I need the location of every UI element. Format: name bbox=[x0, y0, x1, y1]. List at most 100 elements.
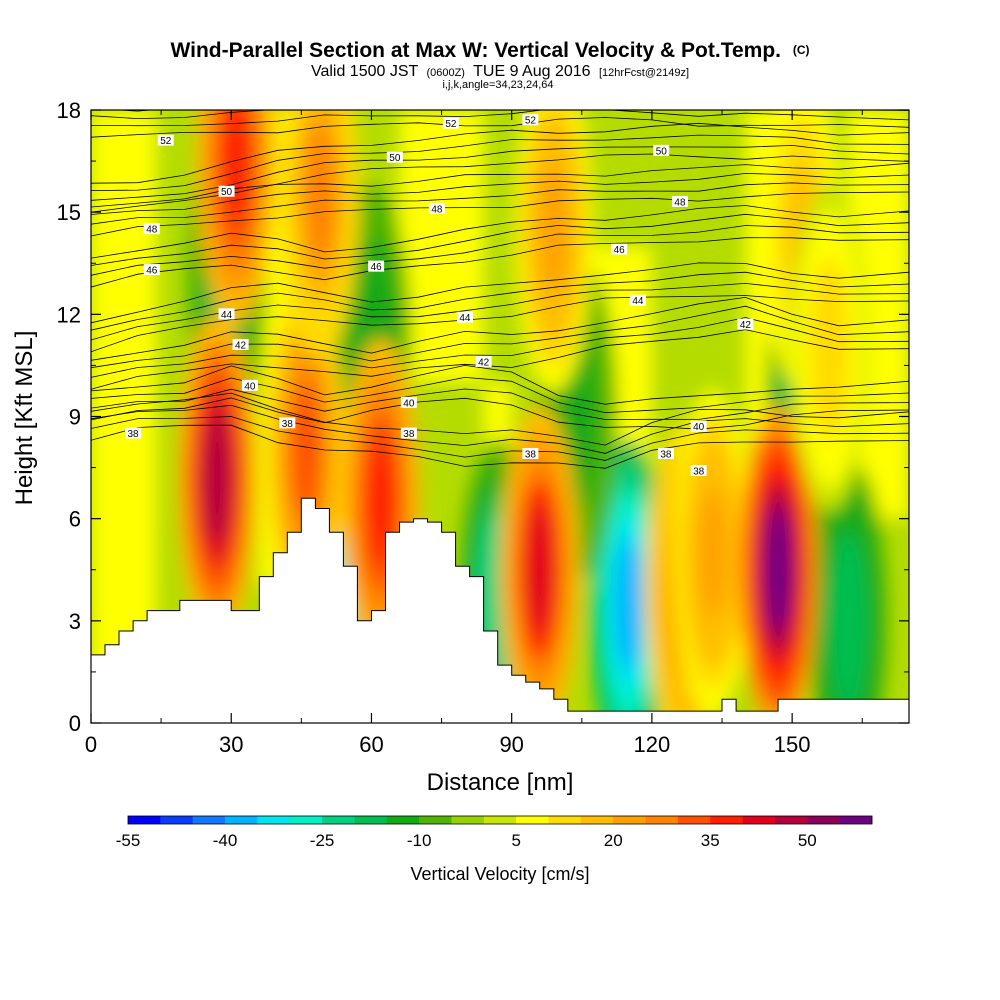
y-tick-label: 9 bbox=[69, 405, 81, 430]
theta-contour bbox=[91, 110, 909, 120]
contour-label-text: 38 bbox=[660, 449, 672, 460]
contour-label-text: 40 bbox=[403, 398, 415, 409]
y-tick-label: 12 bbox=[57, 302, 81, 327]
colorbar-tick-label: -25 bbox=[310, 831, 335, 850]
colorbar-tick-label: -55 bbox=[116, 831, 141, 850]
theta-contour bbox=[112, 110, 155, 112]
updraft-column bbox=[699, 487, 727, 619]
updraft-column bbox=[222, 110, 250, 227]
colorbar-swatch bbox=[516, 816, 549, 824]
theta-contour bbox=[91, 182, 909, 225]
contour-label-text: 38 bbox=[525, 449, 537, 460]
contour-label-text: 38 bbox=[282, 419, 294, 430]
contour-label-text: 38 bbox=[693, 466, 705, 477]
x-axis-title: Distance [nm] bbox=[427, 769, 574, 796]
colorbar-tick-label: -40 bbox=[213, 831, 238, 850]
colorbar-swatch bbox=[548, 816, 582, 824]
contour-label-text: 52 bbox=[445, 119, 457, 130]
contour-label-text: 46 bbox=[614, 245, 626, 256]
x-tick-label: 60 bbox=[359, 732, 383, 757]
theta-contour bbox=[91, 237, 909, 288]
x-tick-label: 120 bbox=[634, 732, 671, 757]
contour-label-text: 52 bbox=[160, 136, 172, 147]
x-tick-label: 150 bbox=[774, 732, 811, 757]
y-tick-label: 3 bbox=[69, 609, 81, 634]
contour-label-text: 50 bbox=[221, 187, 233, 198]
contour-label: 52 bbox=[157, 134, 174, 147]
theta-contour bbox=[91, 191, 909, 237]
contour-label: 42 bbox=[475, 356, 492, 369]
x-tick-label: 90 bbox=[499, 732, 523, 757]
colorbar-frame bbox=[127, 815, 873, 825]
x-tick-label: 0 bbox=[85, 732, 97, 757]
contour-label: 48 bbox=[143, 223, 160, 236]
colorbar-swatch bbox=[677, 816, 711, 824]
chart-subtitle-indices: i,j,k,angle=34,23,24,64 bbox=[442, 79, 553, 91]
contour-label-text: 48 bbox=[146, 225, 158, 236]
colorbar-swatch bbox=[257, 816, 291, 824]
theta-contour bbox=[91, 424, 909, 469]
colorbar-tick-label: -10 bbox=[407, 831, 432, 850]
contour-label: 40 bbox=[400, 396, 417, 409]
theta-contour bbox=[91, 388, 909, 420]
contour-label-text: 50 bbox=[389, 153, 401, 164]
colorbar-title: Vertical Velocity [cm/s] bbox=[410, 864, 589, 884]
colorbar-swatch bbox=[742, 816, 776, 824]
copyright-mark: (C) bbox=[793, 43, 810, 57]
updraft-column bbox=[815, 283, 844, 414]
contour-label-text: 46 bbox=[371, 262, 383, 273]
theta-contour bbox=[91, 205, 909, 259]
colorbar-swatch bbox=[645, 816, 679, 824]
theta-contour bbox=[91, 262, 909, 324]
colorbar-swatch bbox=[289, 816, 323, 824]
y-tick-label: 18 bbox=[57, 98, 81, 123]
colorbar-tick-label: 5 bbox=[511, 831, 520, 850]
colorbar-tick-label: 35 bbox=[701, 831, 720, 850]
contour-label: 38 bbox=[690, 464, 707, 477]
axis-ticks: 0 30 60 90 120 150 0 3 6 9 12 15 18 bbox=[57, 98, 909, 757]
contour-label-text: 46 bbox=[146, 266, 158, 277]
contour-label: 38 bbox=[279, 417, 296, 430]
contour-label: 50 bbox=[386, 151, 403, 164]
theta-contour bbox=[91, 172, 909, 215]
y-tick-label: 6 bbox=[69, 507, 81, 532]
theta-contour bbox=[91, 296, 909, 361]
colorbar-tick-label: 20 bbox=[604, 831, 623, 850]
theta-contour bbox=[91, 392, 909, 446]
contour-label: 42 bbox=[737, 318, 754, 331]
theta-contour bbox=[91, 134, 909, 191]
colorbar-swatch bbox=[580, 816, 614, 824]
colorbar-swatch bbox=[386, 816, 420, 824]
contour-label-text: 44 bbox=[632, 296, 644, 307]
colorbar-swatch bbox=[807, 816, 840, 824]
theta-contour bbox=[91, 271, 909, 331]
colorbar: -55 -40 -25 -10 5 20 35 50 bbox=[116, 815, 873, 850]
contour-label-text: 48 bbox=[674, 197, 686, 208]
downdraft-column bbox=[834, 555, 862, 687]
theta-contour bbox=[91, 110, 909, 127]
contour-label: 44 bbox=[629, 294, 646, 307]
updraft-column bbox=[540, 163, 568, 295]
colorbar-swatch bbox=[419, 816, 452, 824]
theta-contour bbox=[91, 225, 909, 276]
contour-label: 52 bbox=[522, 114, 539, 127]
contour-label-text: 52 bbox=[525, 116, 537, 127]
colorbar-swatch bbox=[774, 816, 808, 824]
contour-label: 48 bbox=[671, 195, 688, 208]
theta-contour bbox=[91, 364, 909, 405]
chart-subtitle: Valid 1500 JST (0600Z) TUE 9 Aug 2016 [1… bbox=[311, 63, 689, 80]
theta-contour bbox=[91, 305, 909, 369]
contour-label-text: 38 bbox=[128, 429, 140, 440]
colorbar-swatch bbox=[322, 816, 355, 824]
contour-label: 46 bbox=[368, 260, 385, 273]
contour-label-text: 48 bbox=[431, 204, 443, 215]
updraft-column bbox=[292, 385, 320, 516]
contour-label-text: 42 bbox=[478, 358, 490, 369]
colorbar-swatch bbox=[710, 816, 743, 824]
theta-contour bbox=[91, 376, 909, 414]
velocity-band bbox=[399, 110, 484, 383]
y-tick-label: 0 bbox=[69, 711, 81, 736]
theta-contour bbox=[91, 122, 909, 184]
colorbar-swatch bbox=[160, 816, 193, 824]
